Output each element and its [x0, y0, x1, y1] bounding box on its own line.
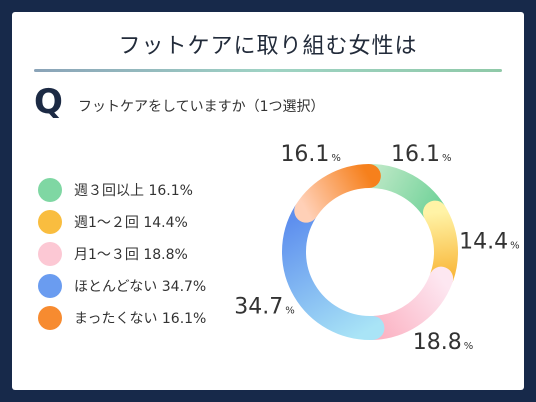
legend-swatch [38, 242, 62, 266]
legend-swatch [38, 274, 62, 298]
data-label: 14.4% [459, 230, 520, 255]
donut-slice [359, 164, 446, 223]
legend-swatch [38, 210, 62, 234]
title-divider [34, 69, 502, 72]
data-label: 18.8% [413, 330, 474, 355]
page-title: フットケアに取り組む女性は [118, 34, 418, 59]
donut-slice [294, 164, 381, 223]
legend-swatch [38, 306, 62, 330]
data-label: 16.1% [391, 142, 452, 167]
legend-label: 週３回以上 16.1% [74, 183, 193, 199]
legend-label: まったくない 16.1% [74, 311, 207, 327]
legend-swatch [38, 178, 62, 202]
legend-label: 月1〜３回 18.8% [74, 247, 188, 263]
legend-label: ほとんどない 34.7% [74, 279, 207, 295]
donut-slice [282, 200, 385, 340]
question-mark-label: Q [34, 82, 63, 122]
data-label: 16.1% [280, 142, 341, 167]
donut-slice [362, 266, 454, 340]
data-label: 34.7% [234, 294, 295, 319]
question-text: フットケアをしていますか（1つ選択） [78, 99, 325, 115]
legend-label: 週1〜２回 14.4% [74, 215, 188, 231]
